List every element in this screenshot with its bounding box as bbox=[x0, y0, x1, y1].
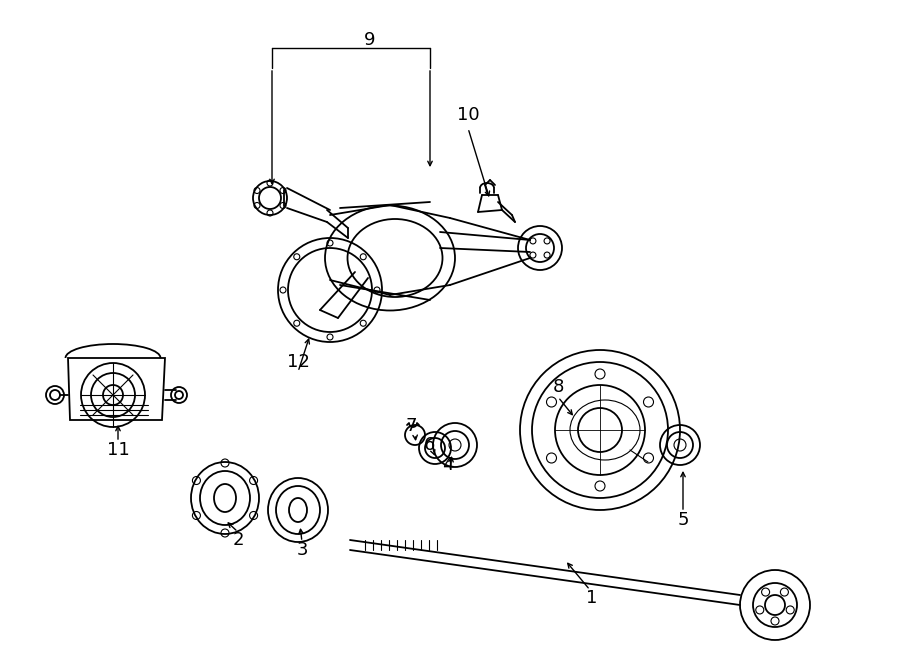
Text: 10: 10 bbox=[456, 106, 480, 124]
Text: 8: 8 bbox=[553, 378, 563, 396]
Text: 7: 7 bbox=[405, 417, 417, 435]
Text: 4: 4 bbox=[442, 456, 454, 474]
Text: 2: 2 bbox=[232, 531, 244, 549]
Text: 6: 6 bbox=[423, 436, 435, 454]
Text: 9: 9 bbox=[364, 31, 376, 49]
Text: 1: 1 bbox=[586, 589, 598, 607]
Text: 11: 11 bbox=[106, 441, 130, 459]
Text: 12: 12 bbox=[286, 353, 310, 371]
Text: 5: 5 bbox=[677, 511, 688, 529]
Text: 3: 3 bbox=[296, 541, 308, 559]
